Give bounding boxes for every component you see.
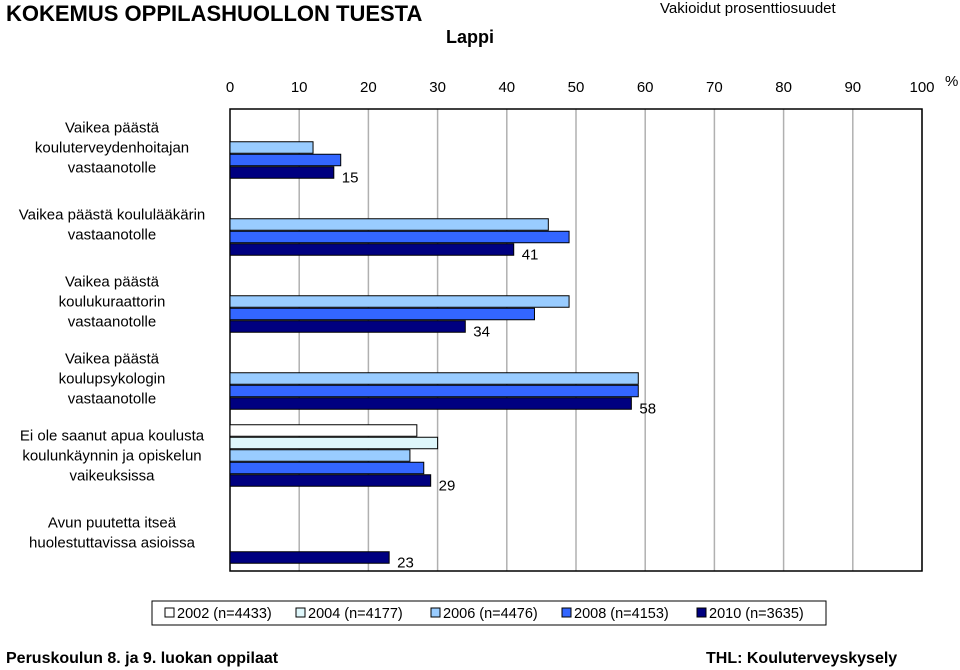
legend-swatch-2010 xyxy=(696,607,707,618)
data-label-3: 34 xyxy=(473,323,490,340)
legend-box xyxy=(151,600,827,626)
bar-5-2010 xyxy=(229,474,432,487)
x-unit-label: % xyxy=(945,73,958,90)
legend-swatch-2004 xyxy=(295,607,306,618)
legend-swatch-2002 xyxy=(164,607,175,618)
bar-1-2010 xyxy=(229,166,335,179)
bar-2-2010 xyxy=(229,243,515,256)
legend-swatch-2006 xyxy=(430,607,441,618)
x-tick-label-10: 10 xyxy=(291,79,308,96)
plot-frame xyxy=(229,108,923,572)
category-label-6-line-1: Avun puutetta itseä xyxy=(48,515,177,532)
bar-5-2004 xyxy=(229,436,439,450)
data-label-4: 58 xyxy=(639,400,656,417)
bar-2-2006 xyxy=(229,218,549,231)
bar-4-2010 xyxy=(229,397,632,410)
legend-label-2002: 2002 (n=4433) xyxy=(177,606,272,622)
bar-5-2002 xyxy=(229,424,418,437)
bar-5-2008 xyxy=(229,461,425,475)
category-label-2-line-1: Vaikea päästä koululääkärin xyxy=(19,207,206,224)
category-label-2-line-2: vastaanotolle xyxy=(68,227,156,244)
category-label-3-line-2: koulukuraattorin xyxy=(59,294,166,311)
bar-4-2006 xyxy=(229,372,639,385)
category-label-3-line-1: Vaikea päästä xyxy=(65,274,160,291)
x-tick-label-60: 60 xyxy=(637,79,654,96)
region-label: Lappi xyxy=(446,27,494,47)
category-label-1-line-2: kouluterveydenhoitajan xyxy=(35,140,189,157)
category-label-6-line-2: huolestuttavissa asioissa xyxy=(29,535,196,552)
category-label-3-line-3: vastaanotolle xyxy=(68,314,156,331)
bar-1-2006 xyxy=(229,141,314,154)
category-label-5-line-2: koulunkäynnin ja opiskelun xyxy=(22,448,201,465)
category-label-1-line-1: Vaikea päästä xyxy=(65,120,160,137)
bar-6-2010 xyxy=(229,551,390,564)
x-tick-label-50: 50 xyxy=(568,79,585,96)
data-label-1: 15 xyxy=(342,169,359,186)
bar-2-2008 xyxy=(229,230,570,244)
x-tick-label-40: 40 xyxy=(498,79,515,96)
bar-3-2008 xyxy=(229,307,535,321)
data-label-6: 23 xyxy=(397,554,414,571)
data-label-2: 41 xyxy=(522,246,539,263)
legend-swatch-2008 xyxy=(561,607,572,618)
legend-label-2004: 2004 (n=4177) xyxy=(308,606,403,622)
footer-population: Peruskoulun 8. ja 9. luokan oppilaat xyxy=(6,650,279,667)
category-label-4-line-2: koulupsykologin xyxy=(59,371,166,388)
footer-source: THL: Kouluterveyskysely xyxy=(706,650,898,667)
bar-3-2006 xyxy=(229,295,570,308)
chart-subtitle: Vakioidut prosenttiosuudet xyxy=(660,0,836,17)
x-tick-label-90: 90 xyxy=(844,79,861,96)
category-label-4-line-1: Vaikea päästä xyxy=(65,351,160,368)
x-tick-label-100: 100 xyxy=(909,79,934,96)
x-tick-label-30: 30 xyxy=(429,79,446,96)
bar-4-2008 xyxy=(229,384,639,398)
x-tick-label-70: 70 xyxy=(706,79,723,96)
x-tick-label-20: 20 xyxy=(360,79,377,96)
data-label-5: 29 xyxy=(439,477,456,494)
bar-1-2008 xyxy=(229,153,342,167)
x-tick-label-80: 80 xyxy=(775,79,792,96)
legend-label-2008: 2008 (n=4153) xyxy=(574,606,669,622)
category-label-4-line-3: vastaanotolle xyxy=(68,391,156,408)
category-label-5-line-3: vaikeuksissa xyxy=(69,468,155,485)
x-tick-label-0: 0 xyxy=(226,79,234,96)
bar-5-2006 xyxy=(229,449,411,462)
category-label-1-line-3: vastaanotolle xyxy=(68,160,156,177)
legend-label-2006: 2006 (n=4476) xyxy=(443,606,538,622)
category-label-5-line-1: Ei ole saanut apua koulusta xyxy=(20,428,205,445)
bar-3-2010 xyxy=(229,320,466,333)
chart-title: KOKEMUS OPPILASHUOLLON TUESTA xyxy=(6,1,423,26)
legend-label-2010: 2010 (n=3635) xyxy=(709,606,804,622)
